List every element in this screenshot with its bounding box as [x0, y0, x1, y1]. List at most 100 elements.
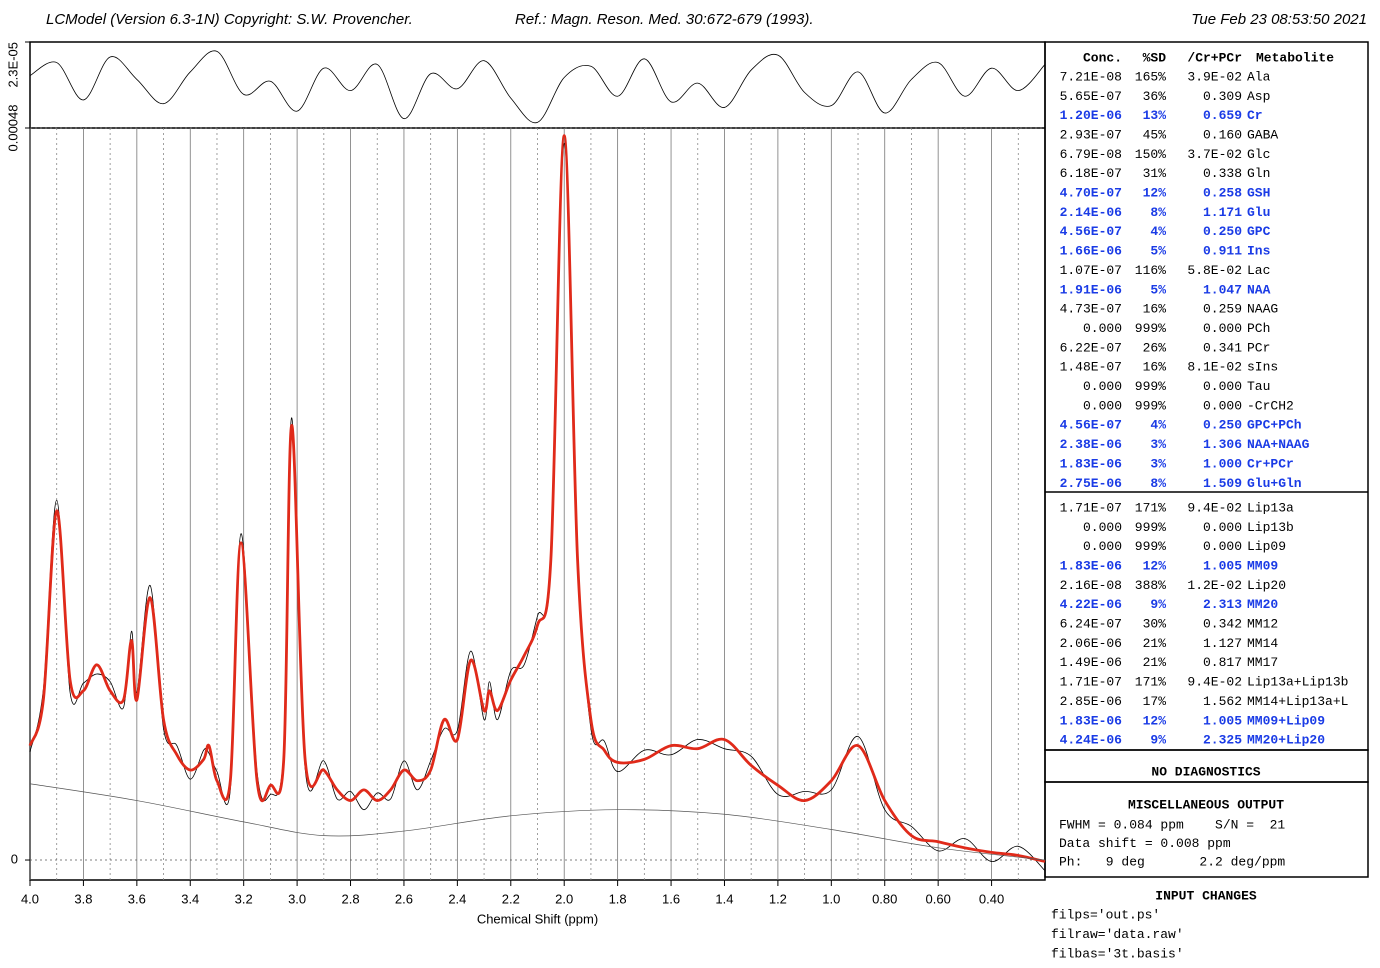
x-tick-label: 3.6 — [128, 891, 146, 906]
result-cell: 0.000 — [1203, 379, 1242, 394]
input-change-line: filraw='data.raw' — [1051, 927, 1184, 942]
misc-title: MISCELLANEOUS OUTPUT — [1128, 797, 1284, 812]
result-cell: 171% — [1135, 500, 1166, 515]
result-cell: 6.24E-07 — [1060, 617, 1122, 632]
result-cell: 0.250 — [1203, 224, 1242, 239]
result-cell: 1.66E-06 — [1060, 244, 1123, 259]
result-cell: 1.171 — [1203, 205, 1242, 220]
result-cell: 1.91E-06 — [1060, 282, 1123, 297]
result-cell: 6.18E-07 — [1060, 166, 1122, 181]
result-cell: MM09 — [1247, 558, 1278, 573]
result-cell: 5% — [1150, 244, 1166, 259]
result-cell: Tau — [1247, 379, 1270, 394]
spectrum-line — [29, 142, 1046, 871]
result-cell: 1.005 — [1203, 558, 1242, 573]
result-cell: 999% — [1135, 379, 1166, 394]
result-cell: 171% — [1135, 675, 1166, 690]
result-cell: 12% — [1143, 558, 1167, 573]
result-cell: GPC — [1247, 224, 1271, 239]
result-cell: 16% — [1143, 360, 1167, 375]
x-tick-label: 2.2 — [502, 891, 520, 906]
result-cell: Asp — [1247, 89, 1270, 104]
result-cell: Gln — [1247, 166, 1270, 181]
result-cell: 3% — [1150, 456, 1166, 471]
result-cell: 0.000 — [1083, 520, 1122, 535]
result-cell: 1.49E-06 — [1060, 655, 1122, 670]
result-cell: MM17 — [1247, 655, 1278, 670]
result-cell: NAA — [1247, 282, 1271, 297]
result-cell: 1.71E-07 — [1060, 675, 1122, 690]
misc-box — [1044, 781, 1369, 878]
misc-line: Ph: 9 deg 2.2 deg/ppm — [1059, 854, 1285, 869]
column-header: %SD — [1143, 50, 1167, 65]
input-change-line: filbas='3t.basis' — [1051, 946, 1184, 961]
result-cell: 2.85E-06 — [1060, 694, 1122, 709]
x-tick-label: 0.80 — [872, 891, 897, 906]
result-cell: Lac — [1247, 263, 1270, 278]
result-cell: sIns — [1247, 360, 1278, 375]
x-tick-label: 3.2 — [235, 891, 253, 906]
result-cell: 4.56E-07 — [1060, 418, 1122, 433]
x-tick-label: 1.8 — [609, 891, 627, 906]
result-cell: 2.16E-08 — [1060, 578, 1122, 593]
result-cell: 9% — [1150, 733, 1166, 748]
result-cell: 6.79E-08 — [1060, 147, 1122, 162]
x-tick-label: 1.6 — [662, 891, 680, 906]
result-cell: 2.14E-06 — [1060, 205, 1123, 220]
x-tick-label: 0.60 — [926, 891, 951, 906]
result-cell: MM14+Lip13a+L — [1247, 694, 1348, 709]
input-change-line: filps='out.ps' — [1051, 907, 1160, 922]
result-cell: 4.73E-07 — [1060, 302, 1122, 317]
result-cell: 3.7E-02 — [1187, 147, 1242, 162]
misc-line: Data shift = 0.008 ppm — [1059, 836, 1231, 851]
result-cell: 1.047 — [1203, 282, 1242, 297]
column-header: /Cr+PCr — [1187, 50, 1242, 65]
x-tick-label: 2.0 — [555, 891, 573, 906]
result-cell: 9% — [1150, 597, 1166, 612]
result-cell: 1.306 — [1203, 437, 1242, 452]
diagnostics: NO DIAGNOSTICS — [1151, 764, 1260, 779]
result-cell: 150% — [1135, 147, 1166, 162]
result-cell: Glc — [1247, 147, 1270, 162]
result-cell: 2.93E-07 — [1060, 127, 1122, 142]
result-cell: 999% — [1135, 520, 1166, 535]
result-cell: 999% — [1135, 321, 1166, 336]
result-cell: 5.65E-07 — [1060, 89, 1122, 104]
spectrum-line — [29, 50, 1046, 124]
result-cell: PCr — [1247, 340, 1270, 355]
result-cell: 4% — [1150, 418, 1166, 433]
result-cell: 1.000 — [1203, 456, 1242, 471]
result-cell: 2.313 — [1203, 597, 1242, 612]
result-cell: 4.24E-06 — [1060, 733, 1123, 748]
result-cell: 1.83E-06 — [1060, 456, 1123, 471]
result-cell: GPC+PCh — [1247, 418, 1302, 433]
result-cell: 0.341 — [1203, 340, 1242, 355]
result-cell: 1.2E-02 — [1187, 578, 1242, 593]
result-cell: NAAG — [1247, 302, 1278, 317]
result-cell: 2.06E-06 — [1060, 636, 1122, 651]
result-cell: 0.000 — [1083, 539, 1122, 554]
result-cell: 16% — [1143, 302, 1167, 317]
x-tick-label: 2.6 — [395, 891, 413, 906]
result-cell: 5% — [1150, 282, 1166, 297]
result-cell: Ins — [1247, 244, 1271, 259]
result-cell: 12% — [1143, 713, 1167, 728]
result-cell: 0.000 — [1203, 398, 1242, 413]
result-cell: 12% — [1143, 186, 1167, 201]
result-cell: 0.160 — [1203, 127, 1242, 142]
result-cell: Lip13a+Lip13b — [1247, 675, 1348, 690]
result-cell: MM20 — [1247, 597, 1278, 612]
result-cell: 1.20E-06 — [1060, 108, 1123, 123]
result-cell: GABA — [1247, 127, 1278, 142]
result-cell: 4.22E-06 — [1060, 597, 1123, 612]
result-cell: 0.000 — [1203, 321, 1242, 336]
result-cell: PCh — [1247, 321, 1270, 336]
date: Tue Feb 23 08:53:50 2021 — [1191, 11, 1367, 28]
result-cell: 1.83E-06 — [1060, 713, 1123, 728]
result-cell: 9.4E-02 — [1187, 675, 1242, 690]
result-cell: 0.000 — [1083, 321, 1122, 336]
result-cell: 1.71E-07 — [1060, 500, 1122, 515]
x-tick-label: 3.0 — [288, 891, 306, 906]
